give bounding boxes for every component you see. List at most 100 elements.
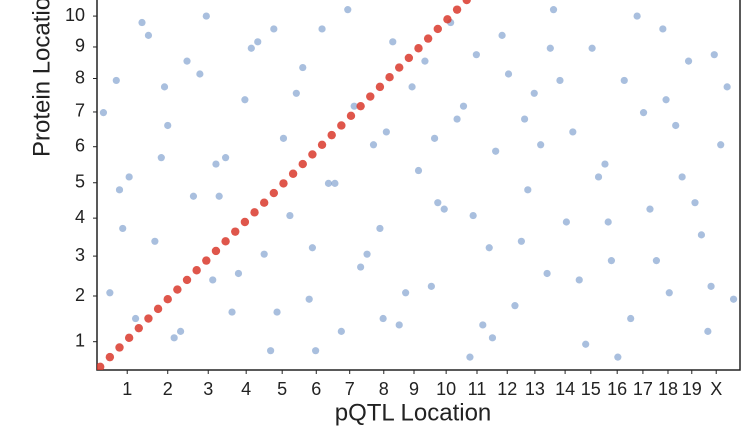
point	[196, 70, 204, 78]
y-tick-label: 8	[75, 67, 85, 87]
x-tick-label: 18	[658, 379, 678, 399]
point	[434, 199, 442, 207]
point	[356, 101, 365, 111]
point	[267, 347, 275, 355]
point	[234, 269, 243, 278]
point	[379, 314, 387, 323]
point	[402, 289, 410, 297]
point	[646, 205, 654, 213]
y-axis-title: Protein Location	[28, 0, 55, 157]
point	[678, 173, 686, 181]
point	[562, 218, 570, 226]
point	[337, 327, 345, 335]
point	[537, 141, 545, 149]
plot-frame	[96, 0, 741, 371]
point	[479, 321, 487, 329]
point	[124, 333, 134, 343]
point	[305, 295, 313, 303]
y-tick-label: 1	[75, 330, 85, 350]
x-tick-label: 1	[122, 379, 132, 399]
point	[346, 111, 356, 121]
point	[134, 323, 143, 333]
point	[452, 5, 462, 14]
point	[707, 282, 715, 290]
point	[665, 289, 673, 297]
point	[163, 295, 172, 304]
point	[662, 96, 670, 104]
y-tick-label: 6	[75, 135, 85, 155]
point	[138, 18, 146, 27]
point	[209, 276, 217, 284]
point	[106, 289, 114, 297]
point	[231, 227, 240, 236]
point	[327, 130, 336, 140]
point	[164, 121, 172, 130]
point	[259, 198, 269, 207]
marks	[97, 0, 738, 370]
point	[202, 12, 210, 20]
point	[369, 141, 378, 149]
point	[520, 115, 529, 123]
point	[582, 340, 590, 348]
x-tick-label: 16	[607, 379, 627, 399]
point	[639, 109, 648, 117]
point	[546, 44, 554, 52]
y-tick-label: 4	[75, 207, 85, 227]
point	[569, 128, 577, 136]
point	[292, 89, 300, 97]
point	[395, 63, 404, 72]
point	[260, 250, 268, 258]
point	[604, 218, 612, 226]
point	[440, 205, 448, 213]
point	[697, 231, 706, 239]
point	[288, 169, 298, 178]
x-tick-label: 2	[163, 379, 173, 399]
point	[160, 83, 169, 91]
point	[173, 285, 182, 294]
point	[115, 186, 124, 194]
point	[717, 141, 725, 149]
point	[659, 25, 667, 33]
point	[357, 263, 365, 271]
x-tick-label: 8	[379, 379, 389, 399]
point	[308, 244, 317, 252]
point	[466, 353, 474, 361]
x-tick-label: 7	[345, 379, 355, 399]
point	[312, 347, 320, 355]
point	[408, 83, 416, 91]
point	[607, 257, 616, 265]
point	[228, 308, 236, 316]
point	[344, 6, 352, 14]
point	[530, 89, 538, 97]
point	[423, 34, 433, 43]
point	[427, 282, 435, 290]
point	[153, 304, 163, 314]
point	[498, 31, 506, 39]
point	[279, 179, 288, 188]
point	[176, 327, 185, 335]
y-tick-label: 9	[75, 36, 85, 56]
point	[247, 44, 255, 52]
point	[189, 192, 198, 200]
x-tick-label: 10	[436, 379, 456, 399]
point	[385, 73, 394, 82]
point	[433, 24, 442, 34]
point	[492, 147, 500, 155]
point	[286, 211, 294, 220]
x-tick-label: 3	[203, 379, 213, 399]
point	[414, 166, 423, 175]
point	[183, 57, 191, 65]
point	[601, 160, 609, 168]
point	[331, 179, 339, 187]
point	[672, 121, 680, 130]
point	[462, 0, 471, 5]
y-tick-label: 3	[75, 245, 85, 265]
point	[723, 83, 731, 91]
x-tick-label: 6	[311, 379, 321, 399]
point	[414, 44, 423, 53]
x-tick-label: 19	[682, 379, 702, 399]
point	[472, 51, 480, 59]
point	[317, 140, 327, 149]
point	[298, 159, 307, 169]
